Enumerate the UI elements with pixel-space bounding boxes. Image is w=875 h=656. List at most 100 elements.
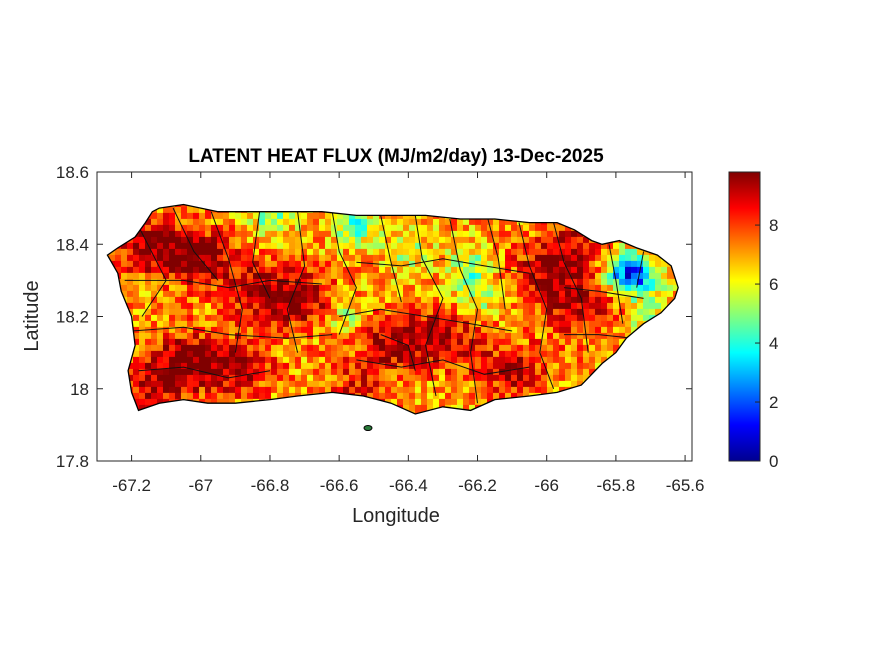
heatmap-cell — [271, 278, 278, 286]
heatmap-cell — [193, 356, 200, 364]
heatmap-cell — [205, 278, 212, 286]
heatmap-cell — [505, 230, 512, 238]
heatmap-cell — [511, 368, 518, 376]
heatmap-cell — [403, 266, 410, 274]
heatmap-cell — [259, 356, 266, 364]
heatmap-cell — [325, 368, 332, 376]
heatmap-cell — [151, 218, 158, 226]
heatmap-cell — [451, 332, 458, 340]
heatmap-cell — [289, 362, 296, 370]
heatmap-cell — [589, 248, 596, 256]
heatmap-cell — [583, 272, 590, 280]
heatmap-cell — [175, 302, 182, 310]
heatmap-cell — [217, 266, 224, 274]
heatmap-cell — [325, 272, 332, 280]
heatmap-cell — [187, 248, 194, 256]
heatmap-cell — [247, 212, 254, 220]
heatmap-cell — [625, 254, 632, 262]
heatmap-cell — [511, 350, 518, 358]
heatmap-cell — [295, 266, 302, 274]
y-tick-label: 18.4 — [56, 235, 89, 254]
heatmap-cell — [145, 272, 152, 280]
heatmap-cell — [505, 368, 512, 376]
heatmap-cell — [373, 338, 380, 346]
heatmap-cell — [121, 284, 128, 292]
heatmap-cell — [451, 344, 458, 352]
heatmap-cell — [301, 338, 308, 346]
heatmap-cell — [493, 344, 500, 352]
heatmap-cell — [193, 290, 200, 298]
heatmap-cell — [271, 350, 278, 358]
heatmap-cell — [187, 236, 194, 244]
heatmap-cell — [571, 266, 578, 274]
heatmap-cell — [457, 326, 464, 334]
heatmap-cell — [607, 302, 614, 310]
heatmap-cell — [619, 248, 626, 256]
heatmap-cell — [139, 308, 146, 316]
heatmap-cell — [577, 296, 584, 304]
heatmap-cell — [151, 272, 158, 280]
heatmap-cell — [571, 362, 578, 370]
heatmap-cell — [457, 344, 464, 352]
heatmap-cell — [193, 368, 200, 376]
heatmap-cell — [391, 350, 398, 358]
heatmap-cell — [187, 278, 194, 286]
heatmap-cell — [337, 380, 344, 388]
heatmap-cell — [187, 374, 194, 382]
heatmap-cell — [451, 230, 458, 238]
heatmap-cell — [445, 236, 452, 244]
heatmap-cell — [505, 290, 512, 298]
heatmap-cell — [379, 326, 386, 334]
heatmap-cell — [151, 314, 158, 322]
heatmap-cell — [565, 230, 572, 238]
heatmap-cell — [121, 254, 128, 262]
heatmap-cell — [343, 356, 350, 364]
heatmap-cell — [529, 272, 536, 280]
heatmap-cell — [331, 266, 338, 274]
heatmap-cell — [625, 308, 632, 316]
heatmap-cell — [223, 284, 230, 292]
heatmap-cell — [487, 350, 494, 358]
heatmap-cell — [391, 236, 398, 244]
heatmap-cell — [313, 374, 320, 382]
heatmap-cell — [469, 356, 476, 364]
heatmap-cell — [181, 260, 188, 268]
heatmap-cell — [151, 350, 158, 358]
heatmap-cell — [493, 236, 500, 244]
heatmap-cell — [277, 272, 284, 280]
heatmap-cell — [385, 272, 392, 280]
heatmap-cell — [199, 356, 206, 364]
heatmap-cell — [283, 302, 290, 310]
heatmap-cell — [595, 332, 602, 340]
heatmap-cell — [529, 386, 536, 394]
heatmap-cell — [241, 386, 248, 394]
heatmap-cell — [505, 308, 512, 316]
heatmap-cell — [283, 362, 290, 370]
heatmap-cell — [169, 368, 176, 376]
heatmap-cell — [367, 368, 374, 376]
heatmap-cell — [187, 224, 194, 232]
heatmap-cell — [661, 272, 668, 280]
heatmap-cell — [223, 278, 230, 286]
heatmap-cell — [535, 308, 542, 316]
heatmap-cell — [607, 338, 614, 346]
heatmap-cell — [205, 362, 212, 370]
heatmap-cell — [355, 374, 362, 382]
heatmap-cell — [367, 344, 374, 352]
heatmap-cell — [325, 236, 332, 244]
heatmap-cell — [445, 356, 452, 364]
heatmap-cell — [373, 254, 380, 262]
heatmap-cell — [451, 302, 458, 310]
heatmap-cell — [511, 380, 518, 388]
heatmap-cell — [457, 386, 464, 394]
heatmap-cell — [355, 362, 362, 370]
heatmap-cell — [469, 398, 476, 406]
heatmap-cell — [385, 224, 392, 232]
heatmap-cell — [571, 374, 578, 382]
heatmap-cell — [337, 278, 344, 286]
heatmap-cell — [235, 242, 242, 250]
heatmap-cell — [349, 224, 356, 232]
heatmap-cell — [595, 278, 602, 286]
heatmap-cell — [283, 260, 290, 268]
heatmap-cell — [439, 368, 446, 376]
